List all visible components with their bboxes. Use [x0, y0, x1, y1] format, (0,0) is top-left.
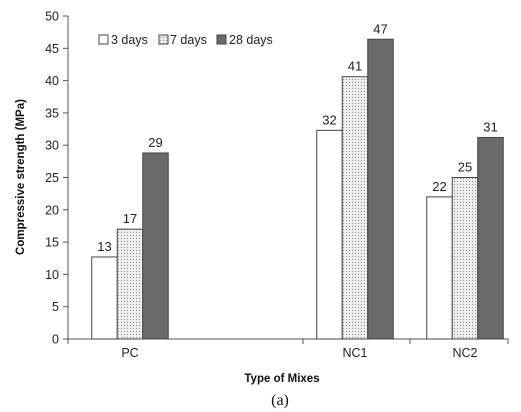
legend-swatch-3-days	[98, 34, 109, 45]
x-tick-label: NC1	[342, 346, 367, 360]
y-tick-label: 10	[45, 268, 59, 282]
legend-label-3-days: 3 days	[111, 33, 148, 47]
legend-swatch-28-days	[216, 34, 227, 45]
y-tick-label: 20	[45, 203, 59, 217]
bar-pc-3-days	[91, 256, 118, 340]
x-axis-title: Type of Mixes	[244, 373, 319, 385]
y-tick-label: 50	[45, 10, 59, 24]
y-tick-label: 15	[45, 236, 59, 250]
figure-caption: (a)	[271, 392, 289, 409]
data-label-nc2-28-days: 31	[483, 119, 497, 134]
y-tick-label: 30	[45, 139, 59, 153]
y-axis-title: Compressive strength (MPa)	[15, 99, 27, 255]
y-tick-label: 25	[45, 171, 59, 185]
legend-swatch-7-days	[158, 34, 169, 45]
data-label-pc-7-days: 17	[123, 211, 137, 226]
data-label-pc-3-days: 13	[97, 239, 111, 254]
x-tick-label: NC2	[452, 346, 477, 360]
bar-nc1-3-days	[316, 129, 343, 340]
x-tick-label: PC	[121, 346, 138, 360]
legend-label-28-days: 28 days	[229, 33, 273, 47]
data-label-nc1-3-days: 32	[322, 112, 336, 127]
data-label-nc2-7-days: 25	[458, 160, 472, 175]
bar-nc2-28-days	[477, 136, 504, 340]
y-tick-label: 45	[45, 42, 59, 56]
legend: 3 days 7 days 28 days	[98, 33, 273, 47]
data-label-nc1-28-days: 47	[373, 21, 387, 36]
data-label-nc2-3-days: 22	[432, 179, 446, 194]
y-tick-label: 40	[45, 74, 59, 88]
data-label-pc-28-days: 29	[148, 135, 162, 150]
y-tick-label: 35	[45, 106, 59, 120]
bar-nc1-28-days	[367, 38, 394, 340]
bar-pc-7-days	[116, 228, 144, 340]
y-tick-label: 0	[52, 333, 59, 347]
data-label-nc1-7-days: 41	[348, 59, 362, 74]
bar-nc2-3-days	[426, 196, 453, 340]
legend-label-7-days: 7 days	[170, 33, 207, 47]
bar-nc1-7-days	[341, 76, 369, 340]
y-tick-label: 5	[52, 300, 59, 314]
bar-nc2-7-days	[451, 177, 479, 340]
bar-pc-28-days	[142, 152, 169, 340]
